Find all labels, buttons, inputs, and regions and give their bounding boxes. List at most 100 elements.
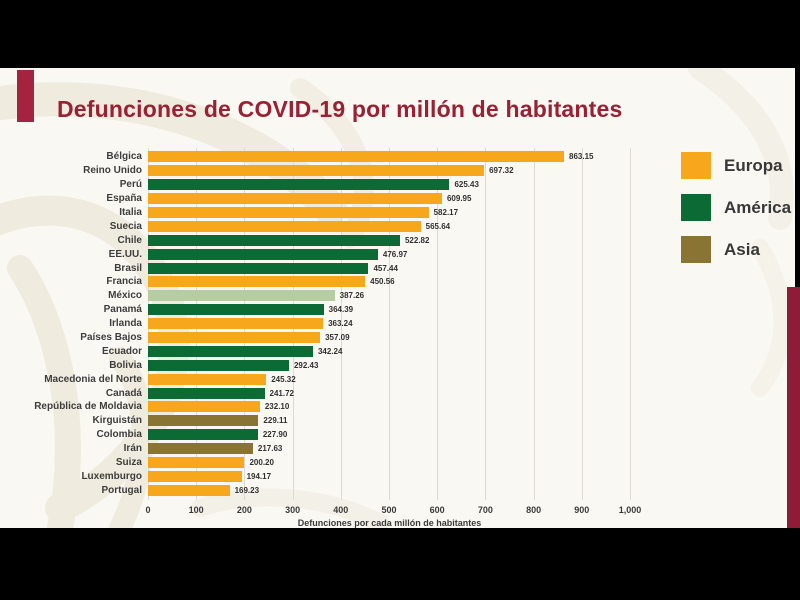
chart-row: República de Moldavia 232.10 bbox=[0, 400, 668, 414]
bar-chart: Bélgica 863.15 Reino Unido 697.32 Perú 625.43… bbox=[0, 150, 668, 497]
value-label: 200.20 bbox=[249, 458, 274, 468]
gridline bbox=[437, 148, 439, 500]
bar bbox=[148, 318, 324, 330]
x-tick-label: 300 bbox=[285, 505, 301, 515]
gridline bbox=[533, 148, 535, 500]
value-label: 292.43 bbox=[293, 360, 319, 370]
chart-row: Bolivia 292.43 bbox=[0, 358, 668, 372]
country-label: Kirguistán bbox=[92, 415, 142, 427]
country-label: Irán bbox=[123, 443, 142, 455]
value-label: 241.72 bbox=[269, 388, 294, 398]
x-tick-label: 100 bbox=[188, 505, 204, 515]
bar bbox=[148, 179, 450, 191]
gridline bbox=[581, 148, 583, 500]
country-label: EE.UU. bbox=[108, 248, 142, 260]
country-label: Francia bbox=[106, 276, 142, 288]
value-label: 609.95 bbox=[446, 194, 472, 204]
bar bbox=[148, 193, 442, 205]
bar-highlighted bbox=[148, 290, 335, 302]
bar bbox=[148, 165, 485, 177]
bar bbox=[148, 470, 242, 482]
chart-row: Luxemburgo 194.17 bbox=[0, 469, 668, 483]
value-label: 227.90 bbox=[262, 430, 288, 440]
bar bbox=[148, 373, 267, 385]
value-label: 565.64 bbox=[425, 221, 451, 231]
chart-row: España 609.95 bbox=[0, 192, 668, 206]
bar bbox=[148, 457, 245, 469]
country-label: Bélgica bbox=[106, 151, 142, 163]
slide: Defunciones de COVID-19 por millón de ha… bbox=[0, 68, 800, 528]
value-label: 450.56 bbox=[370, 277, 395, 287]
value-label: 387.26 bbox=[339, 291, 365, 301]
bar bbox=[148, 359, 289, 371]
bar bbox=[148, 220, 421, 232]
red-accent-bar bbox=[17, 70, 34, 122]
bar bbox=[148, 276, 366, 288]
country-label: España bbox=[106, 193, 142, 205]
country-label: Suecia bbox=[109, 220, 142, 232]
chart-row: Suiza 200.20 bbox=[0, 456, 668, 470]
bar bbox=[148, 401, 260, 413]
value-label: 697.32 bbox=[489, 166, 514, 176]
chart-row: Kirguistán 229.11 bbox=[0, 414, 668, 428]
country-label: México bbox=[108, 290, 142, 302]
chart-row: México 387.26 bbox=[0, 289, 668, 303]
country-label: Colombia bbox=[96, 429, 142, 441]
bar bbox=[148, 207, 429, 218]
country-label: Suiza bbox=[115, 457, 142, 469]
bar bbox=[148, 151, 565, 163]
chart-row: Macedonia del Norte 245.32 bbox=[0, 372, 668, 386]
country-label: Bolivia bbox=[109, 359, 142, 371]
value-label: 364.39 bbox=[328, 305, 354, 315]
bar bbox=[148, 332, 321, 344]
chart-row: Canadá 241.72 bbox=[0, 386, 668, 400]
legend: Europa América Asia bbox=[681, 152, 791, 278]
gridline bbox=[389, 148, 390, 500]
chart-row: Irlanda 363.24 bbox=[0, 317, 668, 331]
maroon-side-panel bbox=[787, 287, 800, 528]
country-label: Panamá bbox=[103, 304, 142, 316]
country-label: Brasil bbox=[114, 262, 142, 274]
bar bbox=[148, 415, 259, 427]
legend-swatch bbox=[681, 194, 711, 221]
country-label: Ecuador bbox=[101, 345, 142, 357]
chart-row: Colombia 227.90 bbox=[0, 428, 668, 442]
country-label: Chile bbox=[117, 234, 142, 246]
chart-row: Portugal 169.23 bbox=[0, 483, 668, 497]
bar bbox=[148, 345, 313, 357]
legend-entry: Europa bbox=[681, 152, 791, 179]
chart-row: Brasil 457.44 bbox=[0, 261, 668, 275]
country-label: Canadá bbox=[105, 387, 142, 399]
chart-row: Países Bajos 357.09 bbox=[0, 331, 668, 345]
bar bbox=[148, 234, 400, 246]
x-tick-label: 700 bbox=[477, 505, 493, 515]
bar bbox=[148, 429, 258, 441]
bar bbox=[148, 484, 230, 496]
bar bbox=[148, 304, 324, 316]
x-tick-label: 200 bbox=[236, 505, 252, 515]
country-label: Irlanda bbox=[109, 318, 142, 330]
chart-row: Bélgica 863.15 bbox=[0, 150, 668, 164]
bar bbox=[148, 443, 253, 455]
country-label: Países Bajos bbox=[80, 332, 142, 344]
x-axis-title: Defunciones por cada millón de habitante… bbox=[297, 518, 482, 528]
x-tick-label: 0 bbox=[145, 505, 151, 515]
legend-swatch bbox=[681, 152, 711, 179]
chart-title: Defunciones de COVID-19 por millón de ha… bbox=[57, 96, 623, 122]
value-label: 357.09 bbox=[325, 333, 350, 343]
x-tick-label: 800 bbox=[526, 505, 542, 515]
value-label: 194.17 bbox=[246, 471, 272, 481]
legend-entry: América bbox=[681, 194, 791, 221]
value-label: 245.32 bbox=[271, 374, 296, 384]
value-label: 229.11 bbox=[263, 416, 288, 426]
chart-row: Chile 522.82 bbox=[0, 233, 668, 247]
value-label: 476.97 bbox=[382, 249, 408, 259]
bar bbox=[148, 262, 369, 274]
chart-row: Perú 625.43 bbox=[0, 178, 668, 192]
chart-row: Francia 450.56 bbox=[0, 275, 668, 289]
country-label: República de Moldavia bbox=[34, 401, 142, 413]
country-label: Perú bbox=[119, 179, 142, 191]
x-tick-label: 900 bbox=[574, 505, 590, 515]
x-tick-label: 600 bbox=[429, 505, 445, 515]
bar bbox=[148, 248, 378, 260]
